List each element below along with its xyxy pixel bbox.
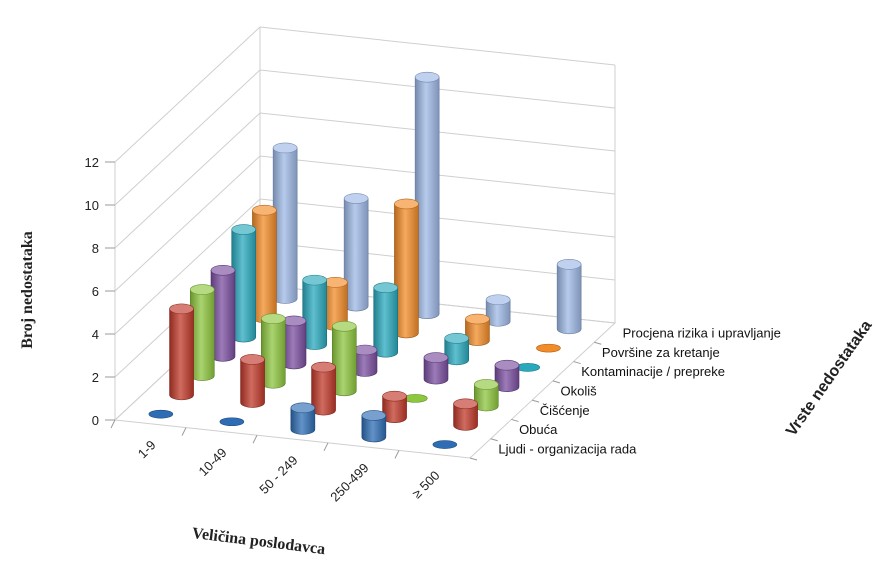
bar-4-5 — [536, 343, 561, 353]
series-tick-label: Okoliš — [561, 384, 598, 399]
series-tick-label: Procjena rizika i upravljanje — [623, 326, 781, 341]
bar-0-0 — [148, 409, 174, 419]
category-tick-label: 1-9 — [135, 437, 159, 461]
bar-2-1 — [311, 361, 336, 416]
y-tick-label: 4 — [92, 327, 99, 342]
bar-0-1 — [169, 303, 194, 401]
bar-1-6 — [343, 193, 369, 312]
bar-1-1 — [240, 354, 265, 408]
bar-2-0 — [290, 402, 316, 435]
category-tick-label: 50 - 249 — [256, 453, 300, 497]
y-tick-label: 8 — [92, 241, 99, 256]
grid-layer — [113, 26, 617, 459]
y-tick-label: 6 — [92, 284, 99, 299]
bar-2-4 — [373, 282, 399, 358]
bar-3-3 — [423, 352, 449, 385]
bar-4-6 — [556, 259, 582, 335]
category-tick-label: ≥ 500 — [409, 468, 443, 502]
bar-4-0 — [432, 440, 458, 449]
bar-2-3 — [352, 344, 378, 377]
bar-0-5 — [252, 204, 277, 324]
z-axis-title: Vrste nedostataka — [783, 317, 875, 439]
bar-3-2 — [402, 394, 428, 403]
bar-1-0 — [219, 417, 245, 427]
category-tick-label: 10-49 — [196, 445, 230, 479]
bar-2-2 — [331, 320, 357, 397]
y-tick-label: 12 — [85, 155, 99, 170]
bars-layer — [148, 71, 582, 449]
y-tick-label: 2 — [92, 370, 99, 385]
bar-0-2 — [189, 284, 215, 381]
series-tick-label: Ljudi - organizacija rada — [498, 441, 637, 456]
bar-3-1 — [382, 390, 407, 423]
bar-0-6 — [272, 142, 298, 304]
bar-1-3 — [281, 315, 307, 370]
bar-2-5 — [394, 198, 419, 339]
series-tick-label: Površine za kretanje — [602, 345, 720, 360]
category-tick-label: 250-499 — [327, 460, 371, 504]
bar-4-1 — [453, 398, 478, 431]
bar-3-5 — [465, 313, 490, 346]
bar-0-3 — [210, 264, 236, 362]
gridline — [114, 69, 616, 206]
bar-2-6 — [414, 71, 440, 319]
bar-0-4 — [231, 224, 257, 343]
y-tick-label: 10 — [85, 198, 99, 213]
bar-1-4 — [302, 274, 328, 350]
bar-4-2 — [473, 379, 499, 412]
bar-3-6 — [485, 294, 511, 327]
x-axis-title: Veličina poslodavca — [191, 525, 326, 558]
series-tick-label: Kontaminacije / prepreke — [581, 364, 725, 379]
bar-4-4 — [515, 363, 541, 372]
y-axis-title: Broj nedostataka — [19, 231, 36, 349]
bar-1-2 — [260, 313, 286, 389]
y-tick-label: 0 — [92, 413, 99, 428]
bar-3-4 — [444, 333, 470, 366]
series-tick-label: Čišćenje — [540, 403, 590, 418]
series-tick-label: Obuća — [519, 422, 558, 437]
gridline — [114, 26, 616, 163]
bar-4-3 — [494, 359, 520, 392]
bar-3-0 — [361, 410, 387, 443]
